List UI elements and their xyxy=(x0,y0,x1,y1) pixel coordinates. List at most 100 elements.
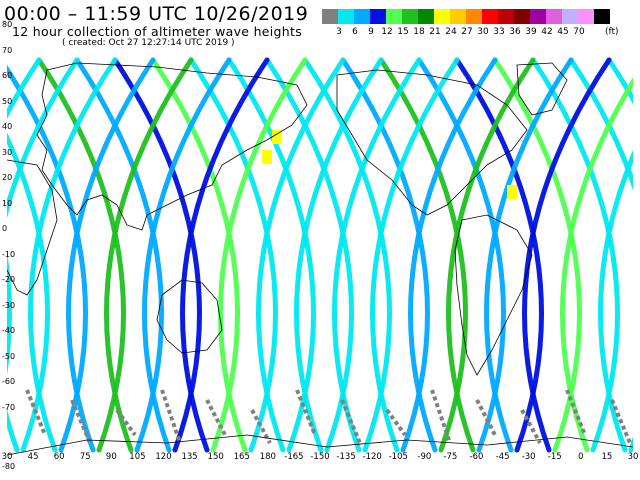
chart-title: 00:00 – 11:59 UTC 10/26/2019 xyxy=(4,3,309,25)
lon-label: -120 xyxy=(362,452,382,462)
lon-label: 60 xyxy=(53,452,65,462)
coast-north-america xyxy=(336,69,528,216)
created-timestamp: ( created: Oct 27 12:27:14 UTC 2019 ) xyxy=(62,38,235,48)
legend-label: 24 xyxy=(445,27,457,37)
legend-swatch xyxy=(466,9,482,24)
lat-label: -10 xyxy=(2,249,16,259)
legend-swatch xyxy=(370,9,386,24)
legend-label: 36 xyxy=(509,27,521,37)
satellite-track xyxy=(385,408,407,437)
lon-label: -60 xyxy=(469,452,484,462)
satellite-track xyxy=(160,389,182,444)
legend-swatch xyxy=(402,9,418,24)
satellite-track xyxy=(142,57,232,453)
lon-label: 135 xyxy=(181,452,198,462)
coast-antarctica xyxy=(7,434,633,456)
satellite-track xyxy=(218,57,308,453)
lon-label: -165 xyxy=(284,452,304,462)
satellite-track xyxy=(568,57,633,453)
legend-swatch xyxy=(418,9,434,24)
legend-swatch xyxy=(354,9,370,24)
satellite-track xyxy=(66,57,156,453)
lon-label: -45 xyxy=(495,452,510,462)
coast-south-america xyxy=(454,214,533,376)
lon-label: 75 xyxy=(79,452,91,462)
satellite-track xyxy=(522,57,612,453)
legend-swatch xyxy=(386,9,402,24)
legend-swatch xyxy=(562,9,578,24)
lon-label: 30 xyxy=(1,452,13,462)
coast-africa xyxy=(7,159,58,296)
satellite-track xyxy=(446,57,536,453)
lat-label: -50 xyxy=(2,351,16,361)
legend-swatch xyxy=(514,9,530,24)
lon-label: 30 xyxy=(627,452,639,462)
lat-label: 60 xyxy=(2,71,13,80)
legend-swatch xyxy=(594,9,610,24)
legend-label: 42 xyxy=(541,27,553,37)
satellite-track xyxy=(180,57,270,453)
lon-label: 105 xyxy=(129,452,146,462)
satellite-track xyxy=(430,389,452,444)
lat-label: -20 xyxy=(2,275,16,284)
lon-label: -15 xyxy=(547,452,562,462)
lon-label: 180 xyxy=(259,452,276,462)
legend-swatch xyxy=(546,9,562,24)
lat-label: 50 xyxy=(2,96,13,106)
legend-label: 30 xyxy=(477,27,489,37)
legend-swatch xyxy=(482,9,498,24)
lon-label: 120 xyxy=(155,452,172,462)
satellite-track xyxy=(7,57,42,120)
bottom-left-label: -80 xyxy=(2,462,16,471)
lat-label: -70 xyxy=(2,402,16,412)
legend-label: 39 xyxy=(525,27,537,37)
legend-label: 15 xyxy=(397,27,409,37)
legend-swatch xyxy=(530,9,546,24)
legend-swatch xyxy=(322,9,338,24)
lon-label: 165 xyxy=(233,452,250,462)
lon-label: -90 xyxy=(417,452,432,462)
satellite-track xyxy=(408,57,498,453)
legend-label: 3 xyxy=(336,27,342,37)
lon-label: 90 xyxy=(105,452,117,462)
satellite-track xyxy=(520,409,542,444)
satellite-track xyxy=(484,57,574,453)
satellite-track xyxy=(295,389,317,436)
coast-australia xyxy=(156,279,223,354)
satellite-track xyxy=(332,57,422,453)
color-legend xyxy=(322,9,610,24)
legend-swatch xyxy=(578,9,594,24)
legend-label: 45 xyxy=(557,27,569,37)
satellite-track xyxy=(28,57,118,453)
legend-unit: (ft) xyxy=(605,27,619,37)
legend-label: 18 xyxy=(413,27,425,37)
legend-label: 9 xyxy=(368,27,374,37)
legend-swatch xyxy=(434,9,450,24)
satellite-track xyxy=(294,57,384,453)
lat-label: 30 xyxy=(2,147,13,157)
lon-label: 15 xyxy=(601,452,613,462)
legend-label: 6 xyxy=(352,27,358,37)
wave-height-map xyxy=(7,55,633,465)
lon-label: 45 xyxy=(27,452,39,462)
satellite-track xyxy=(7,57,80,453)
legend-swatch xyxy=(338,9,354,24)
lat-label: 80 xyxy=(2,20,13,29)
high-wave-patch xyxy=(507,185,517,199)
lat-label: -60 xyxy=(2,377,16,386)
lat-label: 20 xyxy=(2,173,13,182)
legend-swatch xyxy=(498,9,514,24)
legend-label: 33 xyxy=(493,27,505,37)
satellite-track xyxy=(70,399,92,444)
legend-label: 12 xyxy=(381,27,393,37)
satellite-track xyxy=(250,409,272,444)
chart-subtitle: 12 hour collection of altimeter wave hei… xyxy=(12,24,303,39)
lon-label: 150 xyxy=(207,452,224,462)
satellite-track xyxy=(370,57,460,453)
legend-swatch xyxy=(450,9,466,24)
lat-label: 40 xyxy=(2,122,13,131)
high-wave-patch xyxy=(272,130,282,144)
satellite-track xyxy=(25,389,47,436)
lon-label: -135 xyxy=(336,452,356,462)
satellite-track xyxy=(565,389,587,436)
